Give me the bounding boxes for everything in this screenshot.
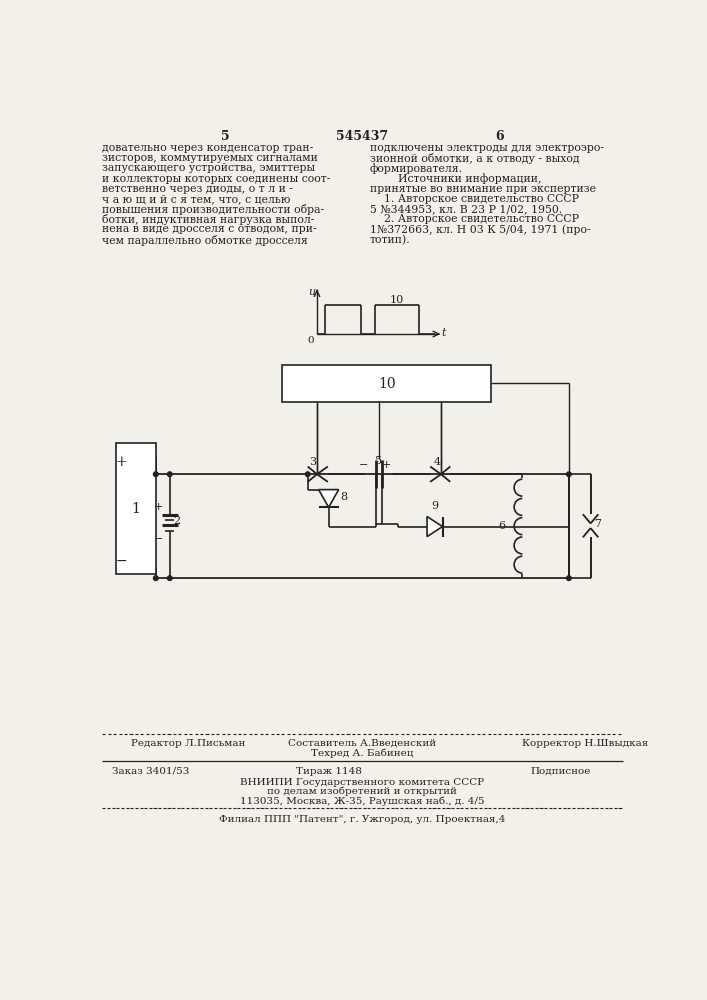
Text: 5: 5 bbox=[221, 130, 230, 143]
Bar bbox=[282, 365, 491, 402]
Text: 5 №344953, кл. В 23 Р 1/02, 1950.: 5 №344953, кл. В 23 Р 1/02, 1950. bbox=[370, 204, 562, 214]
Text: −: − bbox=[359, 460, 368, 470]
Text: −: − bbox=[154, 534, 163, 544]
Text: подключены электроды для электроэро-: подключены электроды для электроэро- bbox=[370, 143, 604, 153]
Text: 545437: 545437 bbox=[336, 130, 388, 143]
Text: и коллекторы которых соединены соот-: и коллекторы которых соединены соот- bbox=[103, 174, 331, 184]
Text: +: + bbox=[382, 460, 392, 470]
Text: 8: 8 bbox=[340, 492, 347, 502]
Text: Техред А. Бабинец: Техред А. Бабинец bbox=[310, 748, 413, 758]
Text: Заказ 3401/53: Заказ 3401/53 bbox=[112, 767, 189, 776]
Text: чем параллельно обмотке дросселя: чем параллельно обмотке дросселя bbox=[103, 235, 308, 246]
Text: 10: 10 bbox=[378, 377, 395, 391]
Polygon shape bbox=[427, 517, 443, 537]
Text: 2. Авторское свидетельство СССР: 2. Авторское свидетельство СССР bbox=[370, 214, 579, 224]
Text: +: + bbox=[116, 455, 127, 469]
Text: 7: 7 bbox=[595, 519, 602, 529]
Text: Источники информации,: Источники информации, bbox=[370, 174, 541, 184]
Text: ботки, индуктивная нагрузка выпол-: ботки, индуктивная нагрузка выпол- bbox=[103, 214, 315, 225]
Text: 0: 0 bbox=[308, 336, 314, 345]
Text: тотип).: тотип). bbox=[370, 235, 410, 245]
Text: 1: 1 bbox=[132, 502, 140, 516]
Text: зисторов, коммутируемых сигналами: зисторов, коммутируемых сигналами bbox=[103, 153, 318, 163]
Text: 2: 2 bbox=[174, 516, 181, 526]
Text: запускающего устройства, эмиттеры: запускающего устройства, эмиттеры bbox=[103, 163, 315, 173]
Text: 9: 9 bbox=[431, 501, 438, 511]
Text: t: t bbox=[442, 328, 446, 338]
Text: 1. Авторское свидетельство СССР: 1. Авторское свидетельство СССР bbox=[370, 194, 579, 204]
Text: 6: 6 bbox=[495, 130, 503, 143]
Text: 5: 5 bbox=[375, 456, 382, 466]
Text: довательно через конденсатор тран-: довательно через конденсатор тран- bbox=[103, 143, 314, 153]
Text: u: u bbox=[308, 287, 315, 297]
Text: +: + bbox=[154, 502, 163, 512]
Circle shape bbox=[153, 472, 158, 477]
Text: Филиал ППП "Патент", г. Ужгород, ул. Проектная,4: Филиал ППП "Патент", г. Ужгород, ул. Про… bbox=[218, 815, 505, 824]
Text: Тираж 1148: Тираж 1148 bbox=[296, 767, 361, 776]
Circle shape bbox=[168, 472, 172, 477]
Text: −: − bbox=[116, 554, 127, 568]
Text: формирователя.: формирователя. bbox=[370, 163, 462, 174]
Text: принятые во внимание при экспертизе: принятые во внимание при экспертизе bbox=[370, 184, 596, 194]
Circle shape bbox=[168, 576, 172, 580]
Text: 113035, Москва, Ж-35, Раушская наб., д. 4/5: 113035, Москва, Ж-35, Раушская наб., д. … bbox=[240, 796, 484, 806]
Text: повышения производительности обра-: повышения производительности обра- bbox=[103, 204, 325, 215]
Text: ветственно через диоды, о т л и -: ветственно через диоды, о т л и - bbox=[103, 184, 293, 194]
Text: ч а ю щ и й с я тем, что, с целью: ч а ю щ и й с я тем, что, с целью bbox=[103, 194, 291, 204]
Text: Подписное: Подписное bbox=[530, 767, 590, 776]
Text: Редактор Л.Письман: Редактор Л.Письман bbox=[131, 739, 245, 748]
Polygon shape bbox=[319, 490, 339, 507]
Text: нена в виде дросселя с отводом, при-: нена в виде дросселя с отводом, при- bbox=[103, 224, 317, 234]
Text: 1№372663, кл. Н 03 К 5/04, 1971 (про-: 1№372663, кл. Н 03 К 5/04, 1971 (про- bbox=[370, 224, 590, 235]
Circle shape bbox=[305, 472, 310, 477]
Text: по делам изобретений и открытий: по делам изобретений и открытий bbox=[267, 787, 457, 796]
Text: 10: 10 bbox=[390, 295, 404, 305]
Text: ВНИИПИ Государственного комитета СССР: ВНИИПИ Государственного комитета СССР bbox=[240, 778, 484, 787]
Text: 3: 3 bbox=[310, 457, 317, 467]
Text: зионной обмотки, а к отводу - выход: зионной обмотки, а к отводу - выход bbox=[370, 153, 579, 164]
Circle shape bbox=[153, 576, 158, 580]
Circle shape bbox=[566, 576, 571, 580]
Bar bbox=[115, 443, 156, 574]
Text: 6: 6 bbox=[498, 521, 506, 531]
Text: Корректор Н.Швыдкая: Корректор Н.Швыдкая bbox=[522, 739, 648, 748]
Text: 4: 4 bbox=[433, 457, 440, 467]
Circle shape bbox=[566, 472, 571, 477]
Text: Составитель А.Введенский: Составитель А.Введенский bbox=[288, 739, 436, 748]
